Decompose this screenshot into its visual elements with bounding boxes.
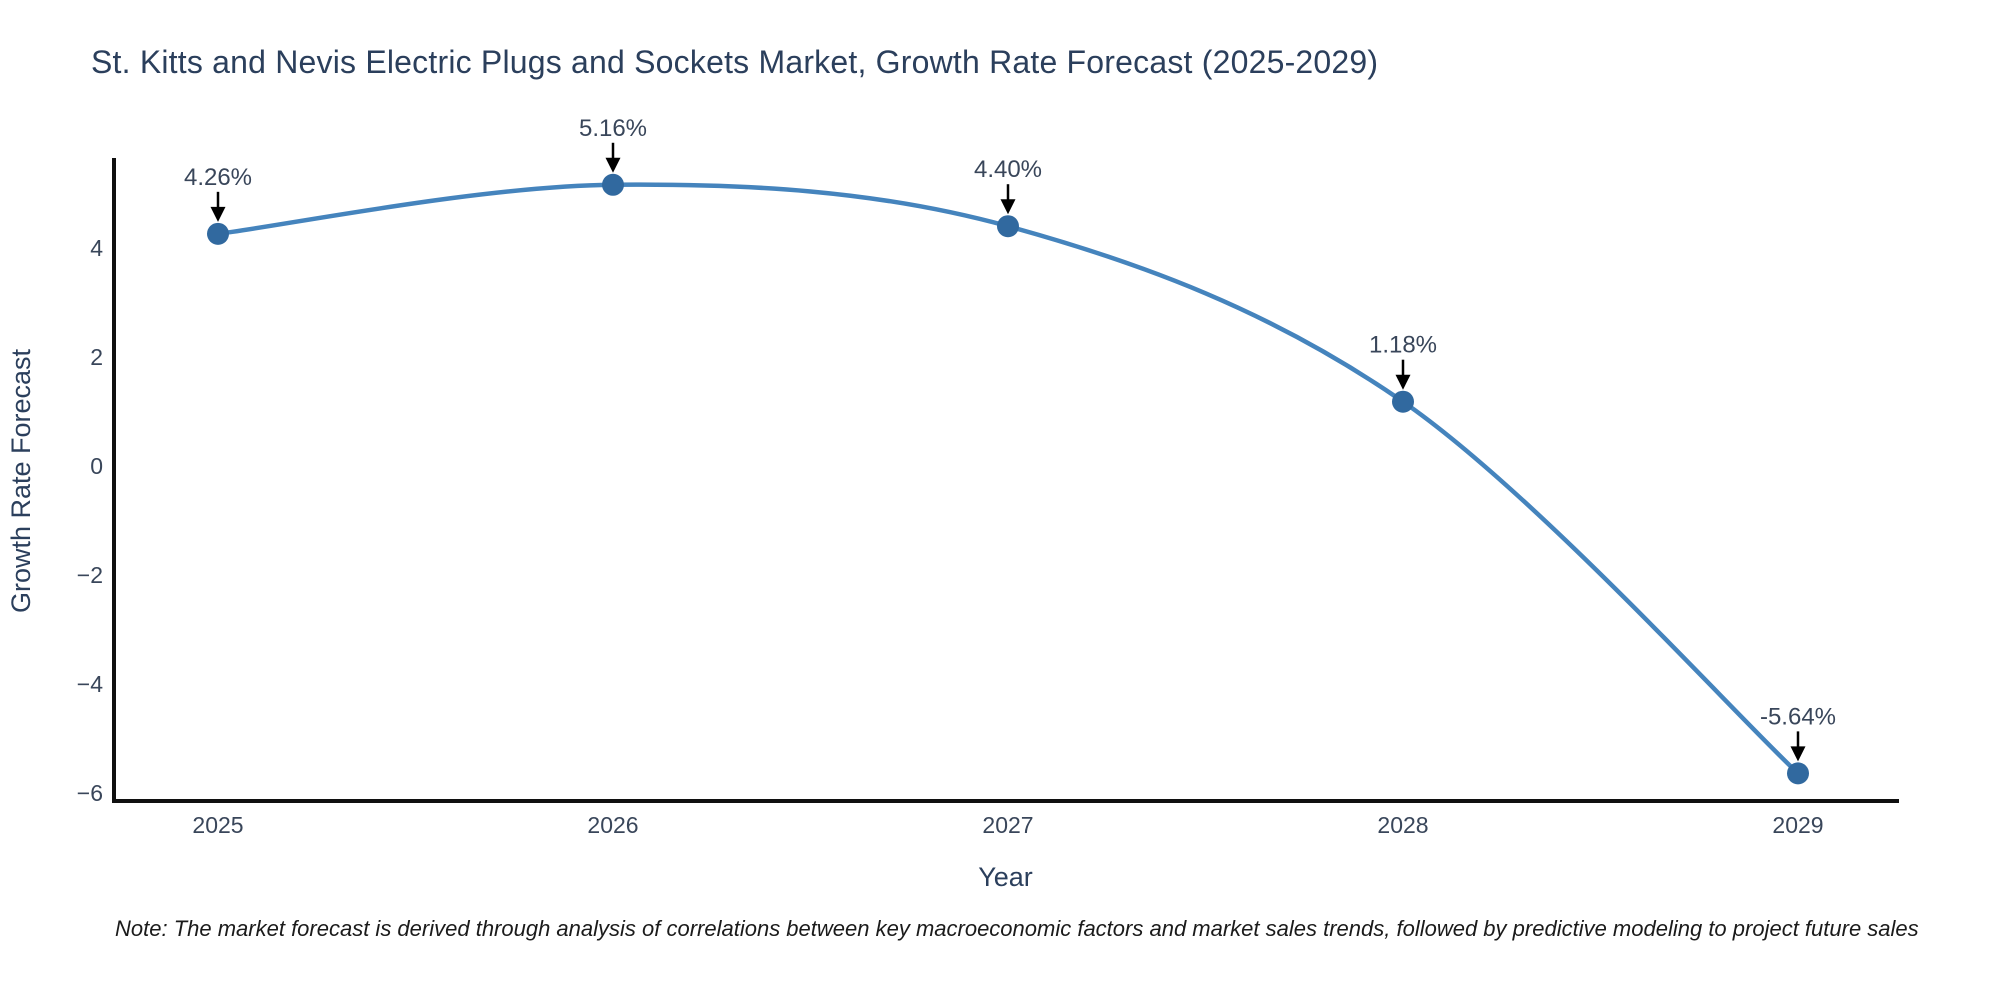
data-point-marker bbox=[1787, 762, 1809, 785]
y-tick-label: −2 bbox=[77, 562, 103, 588]
y-tick-label: 4 bbox=[90, 235, 103, 261]
x-tick-label: 2026 bbox=[587, 812, 638, 838]
data-point-marker bbox=[602, 173, 624, 196]
annotation-arrow-head bbox=[1000, 199, 1016, 215]
x-tick-label: 2027 bbox=[982, 812, 1033, 838]
annotation-arrow-head bbox=[1790, 746, 1806, 762]
y-tick-label: −4 bbox=[77, 671, 103, 697]
y-axis-title: Growth Rate Forecast bbox=[6, 348, 36, 613]
point-value-label: 5.16% bbox=[579, 115, 647, 142]
y-tick-label: 0 bbox=[90, 453, 103, 479]
x-tick-label: 2025 bbox=[192, 812, 243, 838]
annotation-arrow-head bbox=[605, 157, 621, 173]
footnote: Note: The market forecast is derived thr… bbox=[115, 916, 1919, 941]
forecast-line bbox=[215, 182, 1801, 776]
x-axis-title: Year bbox=[978, 862, 1033, 892]
x-tick-label: 2029 bbox=[1772, 812, 1823, 838]
annotation-arrow-head bbox=[1395, 374, 1411, 390]
axis-frame bbox=[112, 158, 1899, 803]
chart-title: St. Kitts and Nevis Electric Plugs and S… bbox=[91, 44, 1379, 80]
y-tick-label: −6 bbox=[77, 780, 103, 806]
point-value-label: 4.26% bbox=[184, 164, 252, 191]
y-tick-label: 2 bbox=[90, 344, 103, 370]
point-value-label: -5.64% bbox=[1760, 703, 1836, 730]
data-point-marker bbox=[997, 215, 1019, 238]
data-point-marker bbox=[1392, 390, 1414, 413]
point-value-label: 1.18% bbox=[1369, 332, 1437, 359]
point-value-label: 4.40% bbox=[974, 156, 1042, 183]
annotation-arrow-head bbox=[210, 206, 226, 222]
x-tick-label: 2028 bbox=[1377, 812, 1428, 838]
data-point-marker bbox=[207, 222, 229, 245]
